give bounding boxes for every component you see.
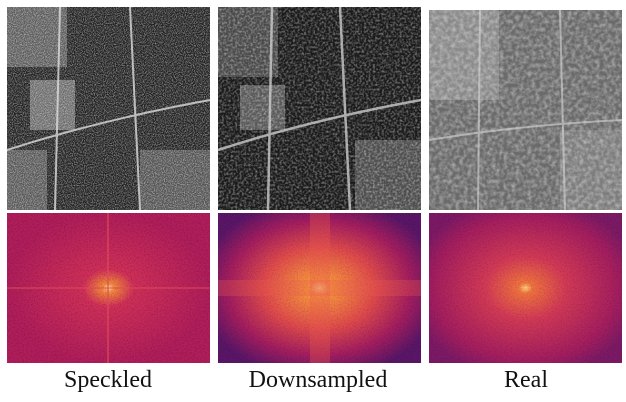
panel-label: Downsampled <box>249 367 388 393</box>
speckled-image <box>7 7 210 210</box>
figure: Speckled Downsampled Real <box>0 0 626 402</box>
real-image <box>429 10 622 210</box>
panel-label: Real <box>504 367 548 393</box>
speckled-spectrum <box>7 213 210 363</box>
real-spectrum <box>429 213 622 363</box>
panel-label: Speckled <box>64 367 152 393</box>
downsampled-image <box>218 7 421 210</box>
downsampled-spectrum <box>218 213 421 363</box>
